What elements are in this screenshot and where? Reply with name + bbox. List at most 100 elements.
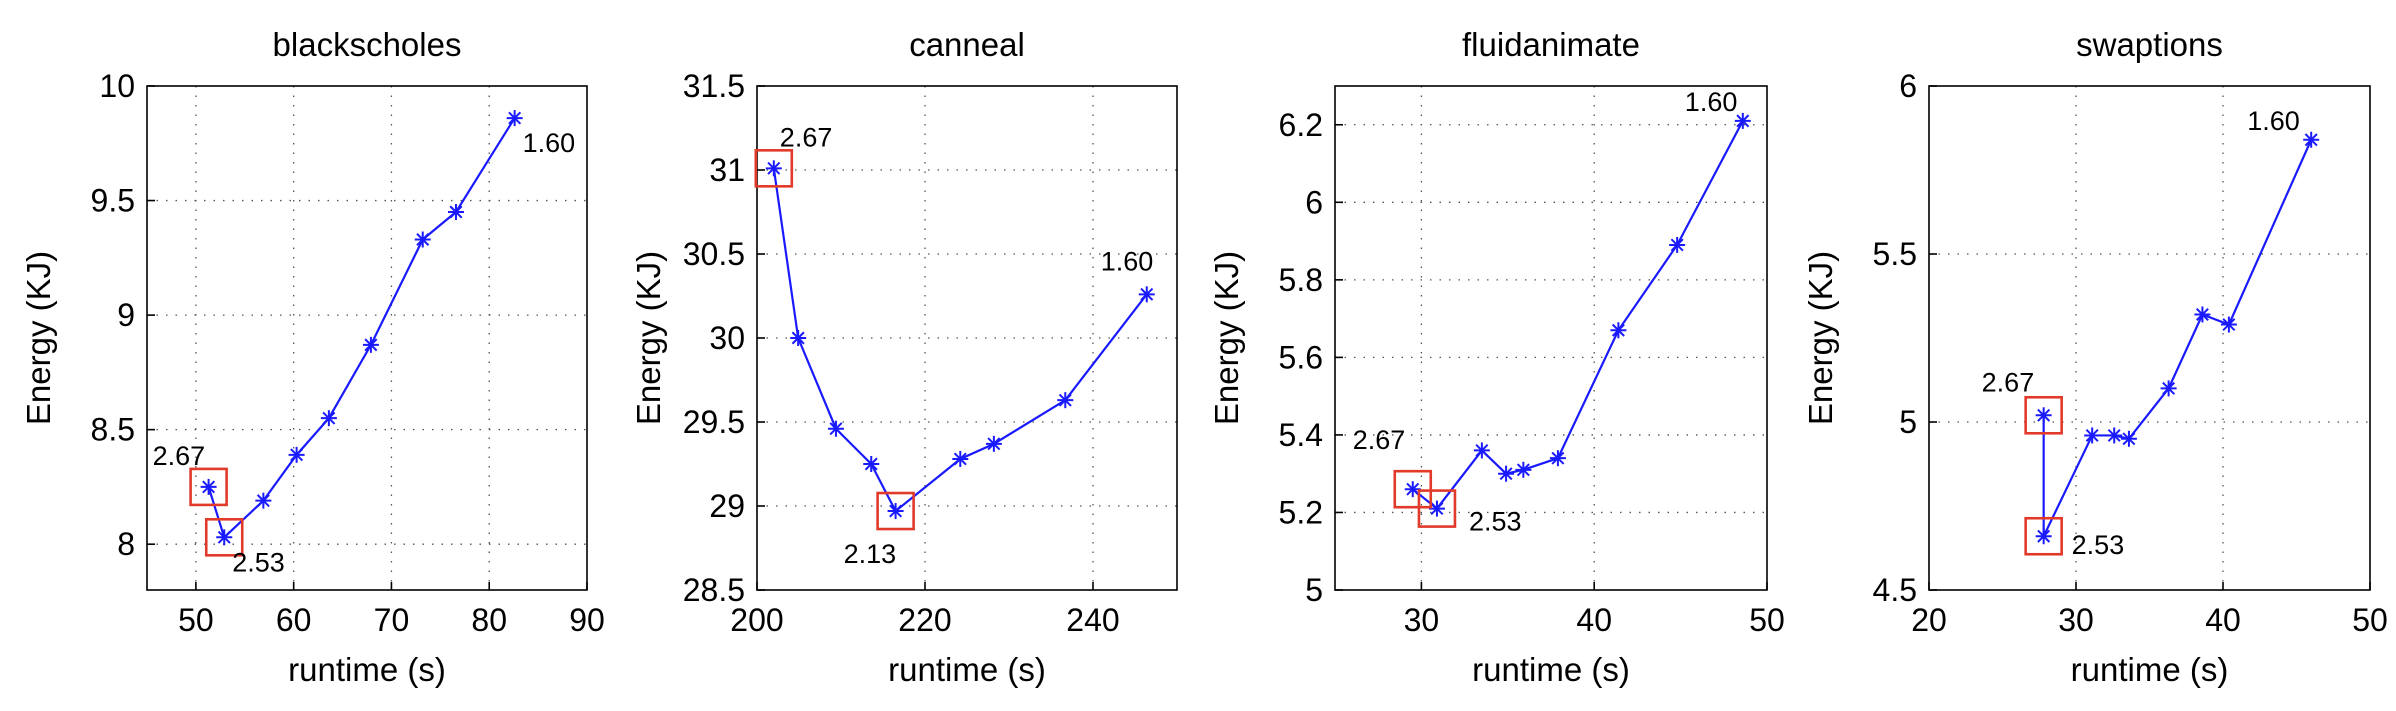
y-tick-label: 29.5 [683,404,745,440]
data-point [827,420,844,437]
data-point [1669,236,1686,253]
data-point [2120,430,2137,447]
data-point [216,529,233,546]
data-point [952,450,969,467]
y-tick-label: 6 [1899,68,1917,104]
data-point-stroke [2107,428,2121,442]
chart-panel-fluidanimate: 30 40 50 5 5.2 5.4 5.6 5.8 6 6.2 fluidanimate runti… [1208,26,1785,688]
data-point [414,231,431,248]
annotation-label: 2.67 [1353,425,1406,455]
y-tick-label: 10 [99,68,135,104]
y-tick-label: 5.2 [1279,494,1323,530]
x-tick-label: 50 [1749,602,1785,638]
series-line [207,117,516,540]
highlight-box [754,149,794,188]
x-tick-label: 50 [178,602,214,638]
data-point [2160,380,2177,397]
y-tick-label: 8.5 [91,412,135,448]
y-tick-label: 9 [117,297,135,333]
series-line [2042,139,2313,537]
x-tick-label: 60 [276,602,312,638]
highlight-box [2024,516,2063,556]
data-point-stroke [1058,393,1072,407]
data-point-stroke [449,205,463,219]
highlight-box [876,491,915,531]
annotation-label: 2.67 [1982,367,2035,397]
data-point-stroke [256,494,270,508]
data-point [863,456,880,472]
data-point-stroke [864,457,878,471]
data-point [200,478,217,495]
chart-title: fluidanimate [1462,26,1640,63]
annotation-label: 1.60 [2247,106,2300,136]
data-point-stroke [1551,451,1565,465]
y-tick-label: 6 [1305,184,1323,220]
x-tick-label: 30 [2058,602,2094,638]
y-tick-label: 5.8 [1279,262,1323,298]
y-tick-label: 5 [1305,572,1323,608]
data-point-stroke [217,530,231,544]
data-point [1515,461,1532,478]
data-point-stroke [2037,408,2051,422]
chart-panel-swaptions: 20 30 40 50 4.5 5 5.5 6 swaptions runtime (s) Ener… [1802,26,2388,688]
chart-title: swaptions [2076,26,2223,63]
data-point-stroke [2085,428,2099,442]
y-tick-label: 31.5 [683,68,745,104]
plot-frame [756,85,1178,591]
data-point-stroke [791,331,805,345]
x-tick-label: 30 [1404,602,1440,638]
annotation-label: 2.53 [1469,507,1522,537]
y-tick-label: 4.5 [1873,572,1917,608]
y-tick-label: 28.5 [683,572,745,608]
y-tick-label: 5.5 [1873,236,1917,272]
y-tick-label: 5.4 [1279,417,1323,453]
data-point [1610,322,1627,339]
data-point-stroke [2122,432,2136,446]
annotation-label: 1.60 [1101,246,1154,276]
x-axis-label: runtime (s) [1472,651,1630,688]
data-point-stroke [953,452,967,466]
y-axis-label: Energy (KJ) [1802,251,1839,425]
x-tick-label: 80 [471,602,507,638]
x-tick-label: 240 [1066,602,1119,638]
chart-title: blackscholes [273,26,462,63]
highlight-box [1417,489,1457,528]
x-axis-label: runtime (s) [288,651,446,688]
plot-frame [1928,85,2371,591]
data-point [506,110,523,127]
annotation-label: 2.53 [232,547,285,577]
chart-panel-canneal: 200 220 240 28.5 29 29.5 30 30.5 31 31.5 canneal ru… [630,26,1178,688]
data-point [1057,392,1074,409]
data-point [1498,465,1515,482]
data-point-stroke [889,504,903,518]
highlight-box [189,467,228,507]
x-axis-label: runtime (s) [2071,651,2229,688]
data-point [2303,131,2320,148]
x-tick-label: 200 [730,602,783,638]
data-point-stroke [322,411,336,425]
data-point [1734,112,1751,129]
chart-title: canneal [909,26,1025,63]
data-point-stroke [2304,133,2318,147]
x-tick-label: 20 [1911,602,1947,638]
data-point [1428,500,1445,517]
y-tick-label: 30.5 [683,236,745,272]
y-axis-label: Energy (KJ) [1208,251,1245,425]
data-point-stroke [1140,287,1154,301]
y-tick-label: 31 [709,152,745,188]
annotation-label: 2.53 [2072,530,2125,560]
y-axis-label: Energy (KJ) [20,251,57,425]
data-point-stroke [1475,443,1489,457]
data-point [2220,316,2237,333]
data-point [362,336,379,353]
data-point-stroke [202,480,216,494]
data-point [1138,286,1155,303]
data-point-stroke [829,422,843,436]
data-point [2084,427,2101,444]
data-point-stroke [2037,529,2051,543]
highlight-box [1393,469,1433,509]
annotation-label: 1.60 [523,128,576,158]
y-tick-label: 8 [117,526,135,562]
data-point-stroke [416,233,430,246]
